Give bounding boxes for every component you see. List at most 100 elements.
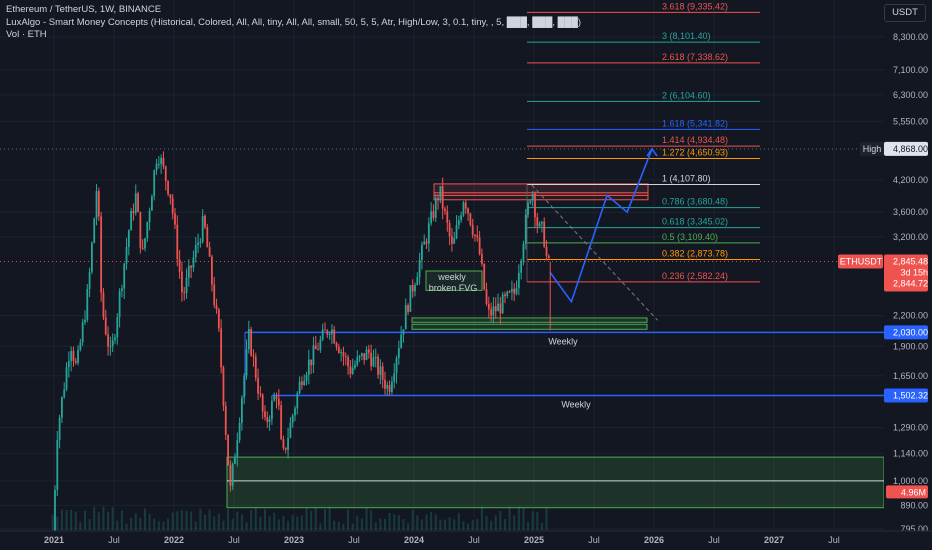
candle: [407, 305, 409, 312]
symbol-title[interactable]: Ethereum / TetherUS, 1W, BINANCE: [6, 4, 162, 15]
candle: [111, 340, 114, 347]
candle: [441, 186, 444, 209]
candle: [273, 396, 276, 401]
price-tick-label: 795.00: [900, 524, 928, 534]
candle: [268, 419, 271, 422]
volume-bar: [116, 520, 119, 530]
candle: [434, 197, 437, 218]
volume-bar: [490, 520, 493, 530]
price-tick-label: 5,550.00: [893, 116, 928, 126]
indicator-title[interactable]: LuxAlgo - Smart Money Concepts (Historic…: [6, 16, 582, 28]
volume-bar: [374, 522, 377, 530]
volume-bar: [531, 511, 534, 530]
volume-bar: [545, 508, 548, 530]
fib-label: 0.618 (3,345.02): [662, 217, 728, 227]
volume-bar: [314, 507, 317, 530]
candle: [467, 208, 469, 214]
time-axis[interactable]: 2021 Jul 2022 Jul 2023 Jul 2024 Jul 2025 Jul 2026 J…: [0, 530, 932, 550]
price-tick-label: 1,900.00: [893, 341, 928, 351]
candle: [151, 196, 153, 211]
candle: [130, 210, 133, 231]
candle: [185, 277, 188, 294]
candle: [487, 303, 490, 310]
candle: [312, 345, 315, 366]
weekly-label: Weekly: [561, 400, 591, 410]
forecast-line: [549, 148, 653, 304]
candle: [146, 222, 149, 239]
candle: [88, 271, 91, 289]
volume-title[interactable]: Vol · ETH: [6, 29, 47, 40]
candle: [234, 457, 236, 464]
demand-zone: [226, 456, 885, 509]
candle: [181, 271, 183, 293]
time-tick-label: Jul: [708, 535, 720, 545]
volume-bar: [439, 519, 442, 530]
candle: [425, 241, 428, 244]
candle: [307, 359, 310, 375]
volume-bar: [503, 519, 506, 530]
candle: [199, 241, 202, 243]
volume-bar: [508, 506, 511, 530]
candle: [411, 285, 414, 292]
volume-bar: [476, 519, 479, 530]
candle: [414, 285, 416, 292]
volume-bar: [360, 518, 363, 530]
fvg-zone: [411, 317, 648, 323]
volume-bar: [222, 520, 225, 530]
candle: [298, 381, 301, 394]
volume-bar: [88, 519, 91, 530]
volume-bar: [517, 506, 520, 530]
candle: [74, 360, 77, 363]
fib-label: 3.618 (9,335.42): [662, 1, 728, 11]
candle: [257, 377, 259, 394]
volume-bar: [540, 522, 543, 530]
candle: [162, 157, 165, 167]
candle: [481, 254, 483, 264]
currency-button[interactable]: USDT: [884, 4, 926, 22]
last-price-tag: 2,845.48: [893, 257, 928, 267]
candle: [287, 437, 289, 450]
candle: [391, 381, 393, 393]
candle: [247, 328, 250, 350]
volume-bar: [213, 516, 216, 530]
volume-bar: [60, 509, 63, 530]
candle: [95, 191, 98, 219]
volume-bar: [351, 523, 354, 530]
volume-bar: [194, 521, 197, 530]
candle: [303, 380, 306, 385]
candle: [141, 247, 144, 249]
fib-label: 3 (8,101.40): [662, 31, 711, 41]
candle: [213, 284, 216, 305]
price-tick-label: 4,200.00: [893, 175, 928, 185]
candle: [301, 381, 303, 385]
candle: [471, 224, 474, 235]
last-price-tag-bg: [884, 254, 928, 292]
volume-bar: [125, 523, 128, 530]
candle: [340, 352, 343, 354]
price-tick-label: 2,200.00: [893, 311, 928, 321]
candle: [520, 260, 523, 273]
price-tick-label: 6,300.00: [893, 90, 928, 100]
price-tick-label: 1,290.00: [893, 422, 928, 432]
candle: [423, 241, 426, 245]
volume-tag: 4.96M: [901, 487, 926, 497]
candle: [266, 417, 269, 422]
candle: [176, 224, 179, 260]
candle: [326, 330, 329, 335]
candle: [409, 285, 412, 312]
candles: [51, 151, 550, 550]
candle: [183, 292, 186, 294]
price-axis[interactable]: 8,300.00 7,100.00 6,300.00 5,550.00 4,200.00…: [838, 0, 932, 550]
candle: [261, 394, 264, 412]
candle: [317, 349, 319, 351]
volume-bar: [300, 515, 303, 530]
level-tag-1502: 1,502.32: [893, 391, 928, 401]
candle: [118, 290, 121, 318]
volume-bar: [254, 507, 257, 530]
volume-bar: [190, 511, 193, 530]
candle: [264, 411, 266, 418]
candle: [194, 245, 197, 258]
volume-bar: [393, 514, 396, 530]
candle: [238, 422, 241, 441]
